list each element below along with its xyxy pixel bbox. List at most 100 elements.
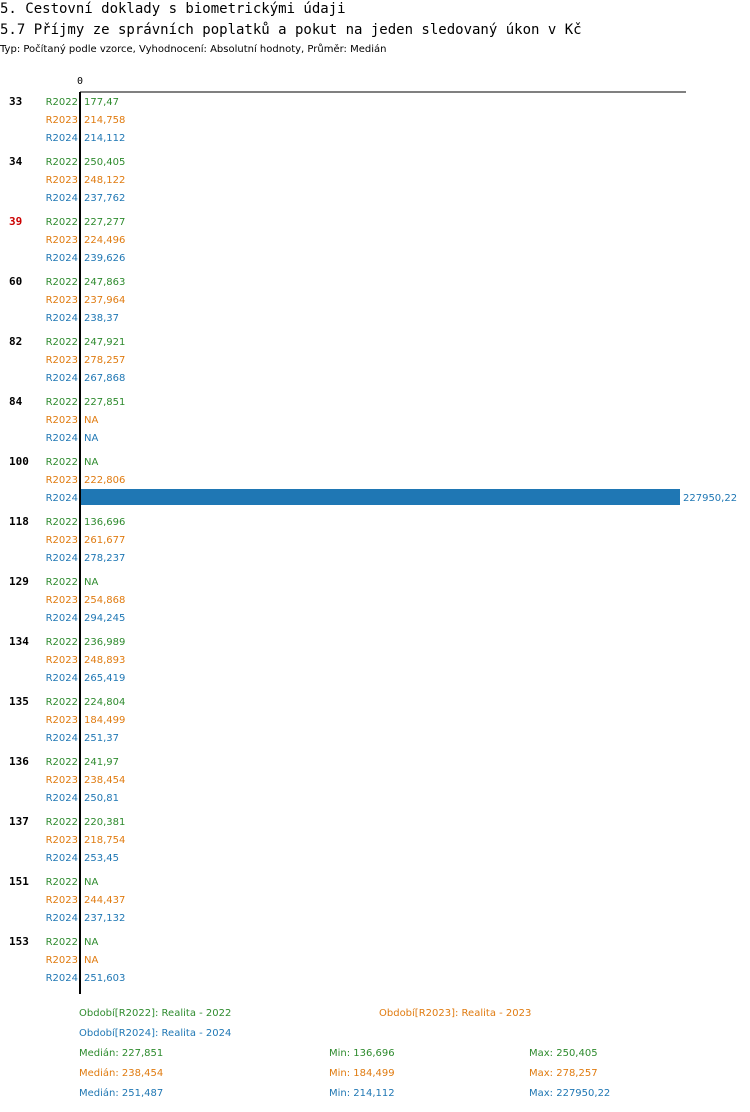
value-label: 278,257: [84, 355, 125, 366]
value-label: 250,405: [84, 157, 125, 168]
value-label: 224,496: [84, 235, 125, 246]
chart-subtitle: Typ: Počítaný podle vzorce, Vyhodnocení:…: [0, 44, 387, 55]
bar: [80, 489, 680, 505]
value-label: 237,964: [84, 295, 125, 306]
series-label: R2023: [46, 715, 78, 726]
group-label: 136: [9, 755, 29, 768]
value-label: 214,112: [84, 133, 125, 144]
series-label: R2023: [46, 175, 78, 186]
series-label: R2024: [46, 133, 78, 144]
group-label: 84: [9, 395, 23, 408]
value-label: 177,47: [84, 97, 119, 108]
value-label: 220,381: [84, 817, 125, 828]
group-label: 34: [9, 155, 23, 168]
series-label: R2022: [46, 637, 78, 648]
value-label: 227950,22: [683, 493, 737, 504]
value-label: 244,437: [84, 895, 125, 906]
value-label: 294,245: [84, 613, 125, 624]
value-label: 238,37: [84, 313, 119, 324]
series-label: R2022: [46, 757, 78, 768]
value-label: 247,921: [84, 337, 125, 348]
value-label: 250,81: [84, 793, 119, 804]
series-label: R2023: [46, 895, 78, 906]
series-label: R2022: [46, 817, 78, 828]
group-label: 118: [9, 515, 29, 528]
series-label: R2023: [46, 835, 78, 846]
series-label: R2024: [46, 793, 78, 804]
value-label: 218,754: [84, 835, 125, 846]
group-label: 60: [9, 275, 22, 288]
group-label: 137: [9, 815, 29, 828]
series-label: R2022: [46, 397, 78, 408]
group-label: 135: [9, 695, 29, 708]
value-label: 136,696: [84, 517, 125, 528]
series-label: R2022: [46, 277, 78, 288]
value-label: NA: [84, 877, 98, 888]
value-label: NA: [84, 937, 98, 948]
value-label: 239,626: [84, 253, 125, 264]
value-label: 238,454: [84, 775, 125, 786]
series-label: R2022: [46, 937, 78, 948]
value-label: 241,97: [84, 757, 119, 768]
series-label: R2024: [46, 493, 78, 504]
series-label: R2023: [46, 655, 78, 666]
value-label: 267,868: [84, 373, 125, 384]
value-label: 236,989: [84, 637, 125, 648]
series-label: R2024: [46, 253, 78, 264]
series-label: R2023: [46, 355, 78, 366]
value-label: 222,806: [84, 475, 125, 486]
value-label: 251,37: [84, 733, 119, 744]
series-label: R2023: [46, 235, 78, 246]
axis-zero-label: 0: [77, 76, 83, 87]
value-label: NA: [84, 577, 98, 588]
series-label: R2023: [46, 115, 78, 126]
value-label: 237,762: [84, 193, 125, 204]
series-label: R2023: [46, 955, 78, 966]
series-label: R2023: [46, 775, 78, 786]
group-label: 33: [9, 95, 22, 108]
group-label: 39: [9, 215, 22, 228]
group-label: 151: [9, 875, 29, 888]
series-label: R2022: [46, 337, 78, 348]
value-label: 227,277: [84, 217, 125, 228]
series-label: R2023: [46, 415, 78, 426]
series-label: R2023: [46, 475, 78, 486]
series-label: R2024: [46, 733, 78, 744]
series-label: R2022: [46, 217, 78, 228]
value-label: NA: [84, 433, 98, 444]
value-label: 248,893: [84, 655, 125, 666]
value-label: 265,419: [84, 673, 125, 684]
series-label: R2022: [46, 457, 78, 468]
series-label: R2022: [46, 97, 78, 108]
series-label: R2024: [46, 373, 78, 384]
value-label: 247,863: [84, 277, 125, 288]
value-label: 184,499: [84, 715, 125, 726]
group-label: 134: [9, 635, 29, 648]
series-label: R2024: [46, 433, 78, 444]
series-label: R2024: [46, 913, 78, 924]
series-label: R2022: [46, 517, 78, 528]
series-label: R2024: [46, 313, 78, 324]
series-label: R2024: [46, 973, 78, 984]
value-label: 278,237: [84, 553, 125, 564]
chart-title: 5.7 Příjmy ze správních poplatků a pokut…: [0, 22, 582, 38]
value-label: 248,122: [84, 175, 125, 186]
series-label: R2022: [46, 877, 78, 888]
series-label: R2022: [46, 697, 78, 708]
value-label: 227,851: [84, 397, 125, 408]
series-label: R2024: [46, 673, 78, 684]
group-label: 100: [9, 455, 29, 468]
series-label: R2024: [46, 613, 78, 624]
series-label: R2023: [46, 295, 78, 306]
series-label: R2023: [46, 595, 78, 606]
series-label: R2024: [46, 193, 78, 204]
series-label: R2024: [46, 853, 78, 864]
value-label: 251,603: [84, 973, 125, 984]
value-label: 254,868: [84, 595, 125, 606]
value-label: 261,677: [84, 535, 125, 546]
value-label: NA: [84, 415, 98, 426]
group-label: 129: [9, 575, 29, 588]
group-label: 153: [9, 935, 29, 948]
value-label: 237,132: [84, 913, 125, 924]
